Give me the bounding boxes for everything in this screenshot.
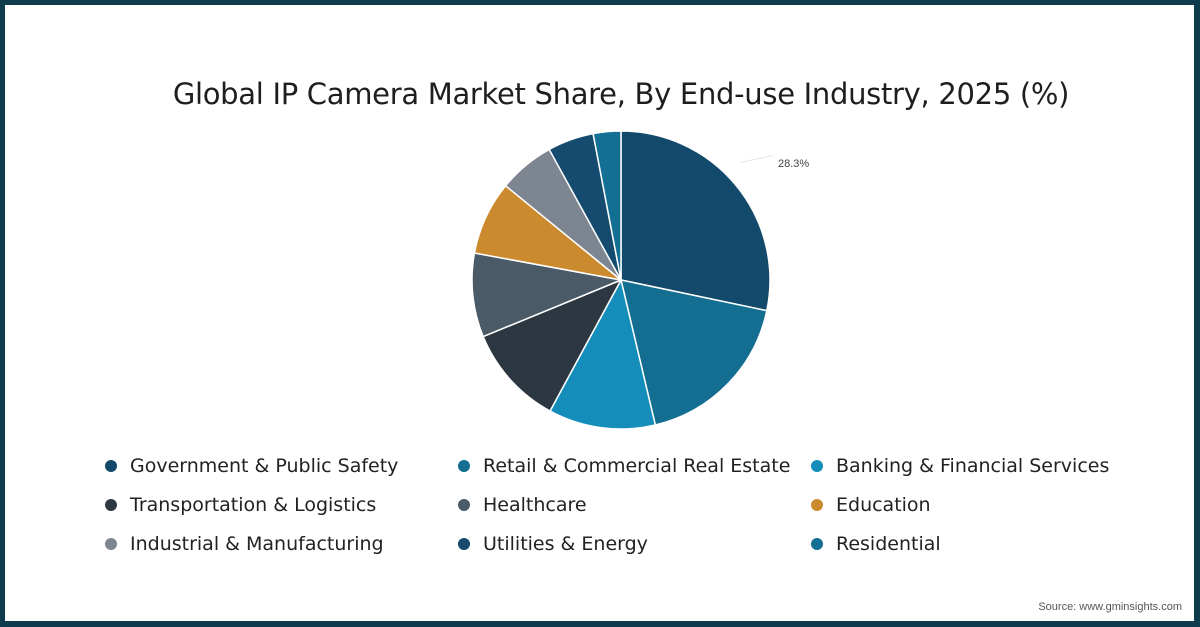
legend-item[interactable]: Banking & Financial Services (807, 453, 1141, 478)
legend-item[interactable]: Education (807, 492, 1141, 517)
legend-dot-icon (105, 537, 117, 550)
pie-slice-retail-commercial-real-estate[interactable] (620, 279, 768, 426)
legend-item[interactable]: Residential (807, 531, 1141, 556)
legend-label: Banking & Financial Services (836, 454, 1110, 477)
legend-dot-icon (458, 459, 470, 472)
pie-slice-banking-financial-services[interactable] (549, 279, 657, 430)
legend-dot-icon (458, 537, 470, 550)
slice-label-government: 28.3% (778, 158, 810, 170)
chart-title: Global IP Camera Market Share, By End-us… (172, 77, 1070, 111)
chart-legend: Government & Public Safety Retail & Comme… (101, 453, 1141, 556)
legend-dot-icon (811, 537, 823, 550)
legend-dot-icon (105, 498, 117, 511)
legend-label: Retail & Commercial Real Estate (483, 454, 791, 477)
chart-frame: Global IP Camera Market Share, By End-us… (5, 5, 1194, 621)
legend-label: Healthcare (483, 493, 587, 516)
legend-label: Government & Public Safety (130, 454, 399, 477)
legend-dot-icon (105, 459, 117, 472)
pie-slice-residential[interactable] (592, 130, 622, 281)
source-note: Source: www.gminsights.com (1038, 601, 1182, 613)
legend-dot-icon (811, 498, 823, 511)
pie-chart (471, 130, 771, 430)
legend-item[interactable]: Healthcare (454, 492, 807, 517)
legend-item[interactable]: Retail & Commercial Real Estate (454, 453, 807, 478)
pie-slice-government-public-safety[interactable] (620, 130, 771, 312)
legend-dot-icon (458, 498, 470, 511)
legend-dot-icon (811, 459, 823, 472)
legend-label: Industrial & Manufacturing (130, 532, 384, 555)
legend-item[interactable]: Industrial & Manufacturing (101, 531, 454, 556)
legend-item[interactable]: Government & Public Safety (101, 453, 454, 478)
legend-label: Education (836, 493, 931, 516)
legend-label: Transportation & Logistics (130, 493, 377, 516)
legend-label: Residential (836, 532, 941, 555)
legend-item[interactable]: Utilities & Energy (454, 531, 807, 556)
legend-item[interactable]: Transportation & Logistics (101, 492, 454, 517)
pie-slice-transportation-logistics[interactable] (482, 279, 622, 412)
legend-label: Utilities & Energy (483, 532, 648, 555)
